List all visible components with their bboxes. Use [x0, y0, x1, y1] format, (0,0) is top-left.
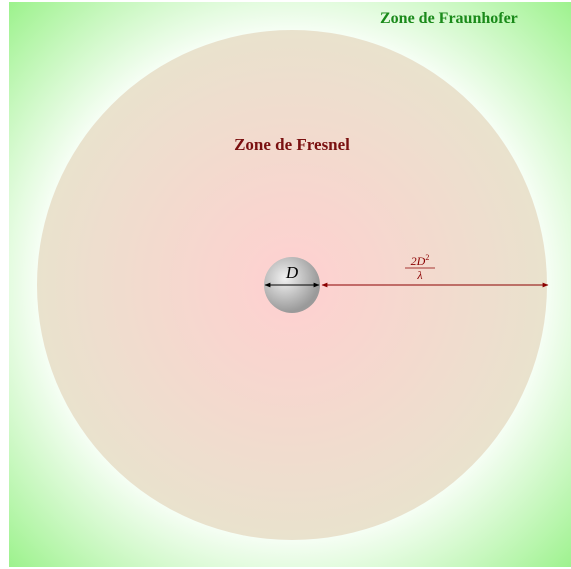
numerator: 2D	[411, 254, 426, 268]
far-field-label: Zone de Fraunhofer	[380, 10, 518, 27]
distance-denominator: λ	[416, 268, 422, 282]
distance-numerator: 2D2	[411, 253, 430, 268]
diameter-label: D	[285, 263, 299, 282]
near-field-label: Zone de Fresnel	[234, 135, 350, 154]
exponent: 2	[425, 253, 429, 262]
